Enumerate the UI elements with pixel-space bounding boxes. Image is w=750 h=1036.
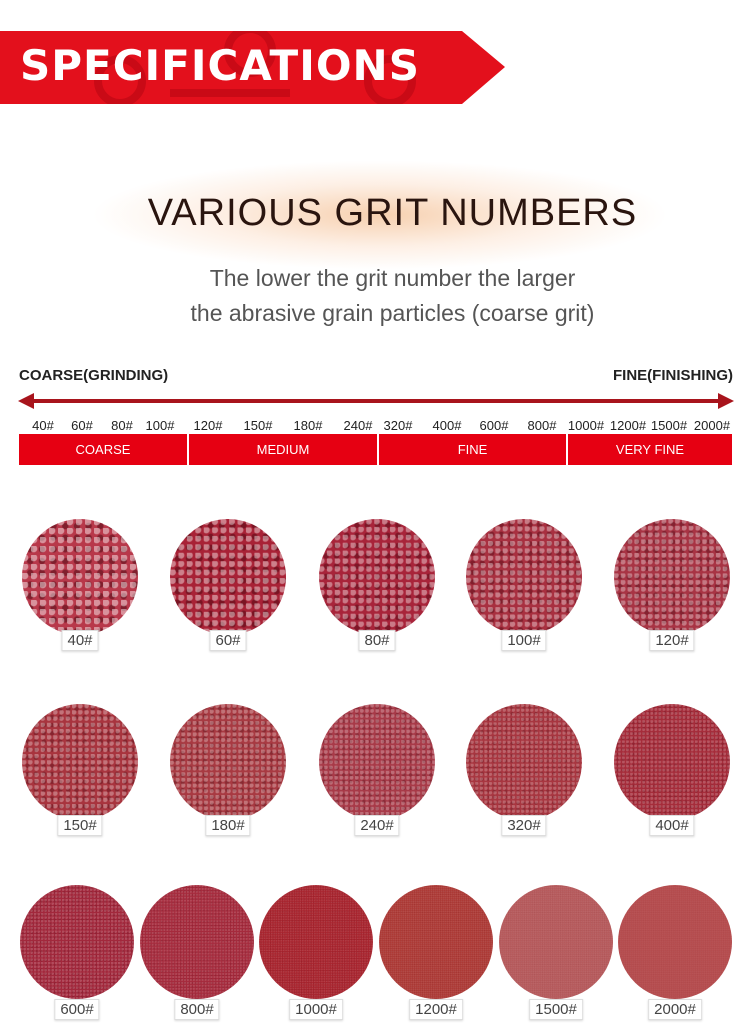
grit-tick-label: 2000# [693, 418, 731, 433]
sanding-disc-image [170, 519, 286, 635]
grit-tick-label: 1500# [650, 418, 688, 433]
sanding-disc-image [259, 885, 373, 999]
disc-grit-label: 240# [354, 815, 400, 836]
grit-category-fine: FINE [379, 434, 566, 465]
grit-category-very-fine: VERY FINE [568, 434, 732, 465]
disc-grit-label: 800# [174, 999, 220, 1020]
disc-grit-label: 120# [649, 630, 695, 651]
disc-grit-label: 40# [61, 630, 99, 651]
section-heading: VARIOUS GRIT NUMBERS [147, 192, 638, 234]
sanding-disc-image [20, 885, 134, 999]
grit-category-medium: MEDIUM [189, 434, 377, 465]
disc-grit-label: 1200# [409, 999, 463, 1020]
grit-tick-label: 400# [432, 418, 462, 433]
disc-grit-label: 1000# [289, 999, 343, 1020]
disc-grit-label: 320# [501, 815, 547, 836]
sanding-disc-image [379, 885, 493, 999]
grit-tick-label: 1000# [567, 418, 605, 433]
sanding-disc-image [466, 519, 582, 635]
grit-tick-label: 180# [293, 418, 323, 433]
sanding-disc-image [614, 704, 730, 820]
grit-tick-label: 240# [343, 418, 373, 433]
disc-grit-label: 60# [209, 630, 247, 651]
double-arrow-icon [18, 393, 734, 409]
sanding-disc-image [499, 885, 613, 999]
coarse-end-label: COARSE(GRINDING) [19, 367, 169, 384]
sanding-disc-image [319, 519, 435, 635]
grit-tick-label: 320# [383, 418, 413, 433]
grit-tick-label: 100# [145, 418, 175, 433]
heading-glow [90, 160, 670, 270]
disc-grit-label: 400# [649, 815, 695, 836]
sanding-disc-image [170, 704, 286, 820]
disc-grit-label: 180# [205, 815, 251, 836]
disc-grit-label: 600# [54, 999, 100, 1020]
grit-tick-label: 40# [32, 418, 54, 433]
sanding-disc-image [22, 519, 138, 635]
sanding-disc-image [22, 704, 138, 820]
grit-tick-label: 600# [479, 418, 509, 433]
disc-grit-label: 2000# [648, 999, 702, 1020]
fine-end-label: FINE(FINISHING) [613, 367, 733, 384]
sanding-disc-image [614, 519, 730, 635]
sanding-disc-image [140, 885, 254, 999]
grit-tick-label: 60# [71, 418, 93, 433]
grit-tick-label: 1200# [609, 418, 647, 433]
grit-tick-label: 800# [527, 418, 557, 433]
sanding-disc-image [618, 885, 732, 999]
disc-grit-label: 150# [57, 815, 103, 836]
disc-grit-label: 80# [358, 630, 396, 651]
sanding-disc-image [319, 704, 435, 820]
sanding-disc-image [466, 704, 582, 820]
banner-arrow-shape [0, 31, 505, 104]
disc-grit-label: 100# [501, 630, 547, 651]
grit-tick-label: 120# [193, 418, 223, 433]
grit-tick-label: 150# [243, 418, 273, 433]
banner-title: SPECIFICATIONS [20, 41, 420, 90]
disc-grit-label: 1500# [529, 999, 583, 1020]
grit-category-coarse: COARSE [19, 434, 187, 465]
specifications-banner [0, 31, 505, 104]
subtitle-line-2: the abrasive grain particles (coarse gri… [190, 300, 595, 326]
subtitle-line-1: The lower the grit number the larger [209, 265, 576, 291]
grit-tick-label: 80# [111, 418, 133, 433]
